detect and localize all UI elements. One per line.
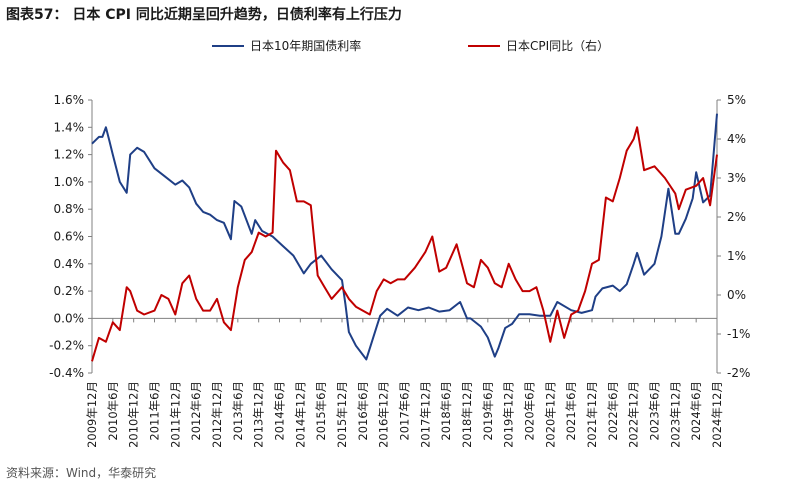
x-tick-label: 2013年6月: [231, 381, 245, 441]
left-tick-label: -0.4%: [49, 366, 84, 380]
series-line-cpi: [91, 126, 718, 362]
right-tick-label: -1%: [727, 327, 750, 341]
x-tick-label: 2016年12月: [377, 381, 391, 448]
x-tick-label: 2011年6月: [148, 381, 162, 441]
x-tick-label: 2015年6月: [314, 381, 328, 441]
x-tick-label: 2010年12月: [127, 381, 141, 448]
left-tick-label: -0.2%: [49, 339, 84, 353]
x-tick-label: 2015年12月: [335, 381, 349, 448]
x-tick-label: 2021年6月: [564, 381, 578, 441]
x-tick-label: 2014年12月: [293, 381, 307, 448]
figure-title: 图表57： 日本 CPI 同比近期呈回升趋势，日债利率有上行压力: [6, 7, 402, 23]
x-tick-label: 2020年6月: [523, 381, 537, 441]
right-tick-label: 1%: [727, 249, 746, 263]
x-tick-label: 2019年12月: [502, 381, 516, 448]
legend-item-cpi-label: 日本CPI同比（右）: [506, 38, 609, 53]
x-tick-label: 2020年12月: [543, 381, 557, 448]
x-tick-label: 2021年12月: [585, 381, 599, 448]
right-tick-label: 4%: [727, 132, 746, 146]
x-tick-label: 2019年6月: [481, 381, 495, 441]
x-tick-label: 2022年12月: [627, 381, 641, 448]
left-tick-label: 1.2%: [54, 148, 85, 162]
x-tick-label: 2024年6月: [689, 381, 703, 441]
x-tick-label: 2023年12月: [668, 381, 682, 448]
x-tick-label: 2022年6月: [606, 381, 620, 441]
x-tick-label: 2017年6月: [398, 381, 412, 441]
legend: 日本10年期国债利率 日本CPI同比（右）: [212, 38, 609, 53]
x-tick-label: 2014年6月: [273, 381, 287, 441]
source-note: 资料来源：Wind，华泰研究: [6, 466, 157, 480]
x-tick-label: 2024年12月: [710, 381, 724, 448]
x-tick-label: 2011年12月: [168, 381, 182, 448]
series-line-bond-yield: [91, 113, 718, 361]
x-tick-label: 2017年12月: [418, 381, 432, 448]
left-tick-label: 0.8%: [54, 202, 85, 216]
x-tick-label: 2012年6月: [189, 381, 203, 441]
axes: -0.4% -0.2% 0.0% 0.2% 0.4% 0.6% 0.8% 1.0% 1.2% 1.…: [49, 93, 750, 448]
series-lines: [91, 113, 718, 362]
left-tick-label: 0.4%: [54, 257, 85, 271]
x-tick-label: 2009年12月: [85, 381, 99, 448]
right-tick-label: 3%: [727, 171, 746, 185]
legend-item-bond-yield-label: 日本10年期国债利率: [250, 38, 361, 53]
right-tick-label: -2%: [727, 366, 750, 380]
left-tick-label: 0.6%: [54, 230, 85, 244]
right-tick-label: 5%: [727, 93, 746, 107]
x-tick-label: 2010年6月: [106, 381, 120, 441]
left-tick-label: 1.6%: [54, 93, 85, 107]
left-tick-label: 0.0%: [54, 311, 85, 325]
x-tick-label: 2012年12月: [210, 381, 224, 448]
x-tick-label: 2023年6月: [648, 381, 662, 441]
left-tick-label: 0.2%: [54, 284, 85, 298]
right-tick-label: 0%: [727, 288, 746, 302]
x-tick-label: 2013年12月: [252, 381, 266, 448]
x-tick-label: 2018年6月: [439, 381, 453, 441]
left-tick-label: 1.4%: [54, 120, 85, 134]
x-tick-label: 2016年6月: [356, 381, 370, 441]
x-tick-label: 2018年12月: [460, 381, 474, 448]
left-tick-label: 1.0%: [54, 175, 85, 189]
right-tick-label: 2%: [727, 210, 746, 224]
